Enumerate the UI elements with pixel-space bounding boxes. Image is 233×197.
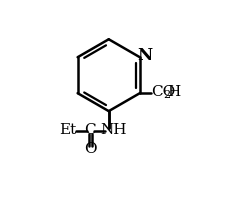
Text: N: N [138,47,153,64]
Text: NH: NH [100,123,127,137]
Text: 2: 2 [163,90,171,100]
Text: C: C [85,123,96,137]
Text: O: O [84,142,97,156]
Text: Et: Et [59,123,77,137]
Text: H: H [167,85,180,99]
Text: CO: CO [151,85,176,99]
